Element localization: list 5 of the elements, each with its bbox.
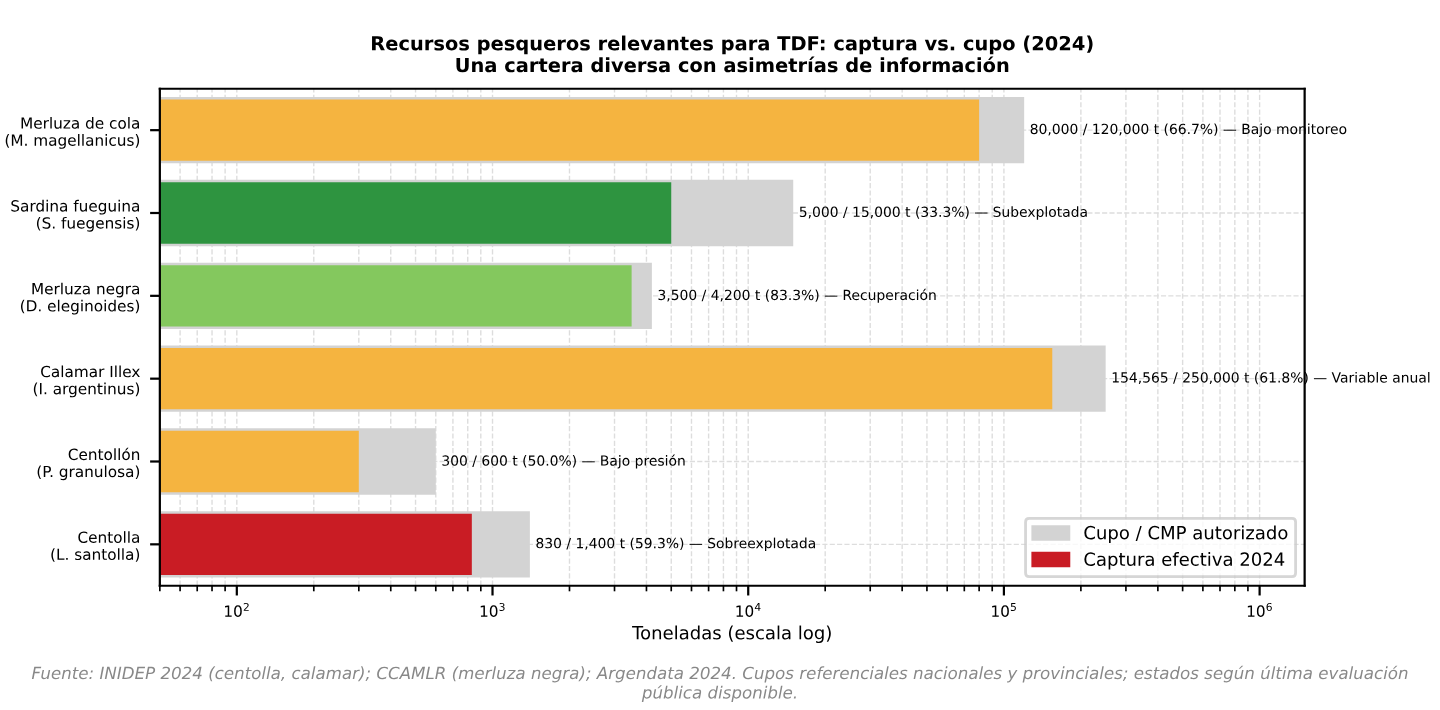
legend-label: Cupo / CMP autorizado: [1084, 525, 1288, 543]
legend-label: Captura efectiva 2024: [1084, 552, 1285, 570]
x-axis-title: Toneladas (escala log): [632, 625, 831, 644]
source-note: Fuente: INIDEP 2024 (centolla, calamar); CCAMLR (merluza negra); Argendata 2024. Cupos referenciales nacionales y provinciales; estados según última evaluación pública disponible.: [31, 665, 1408, 702]
chart-title: Recursos pesqueros relevantes para TDF: captura vs. cupo (2024) Una cartera diversa con asimetrías de información: [372, 35, 1093, 73]
